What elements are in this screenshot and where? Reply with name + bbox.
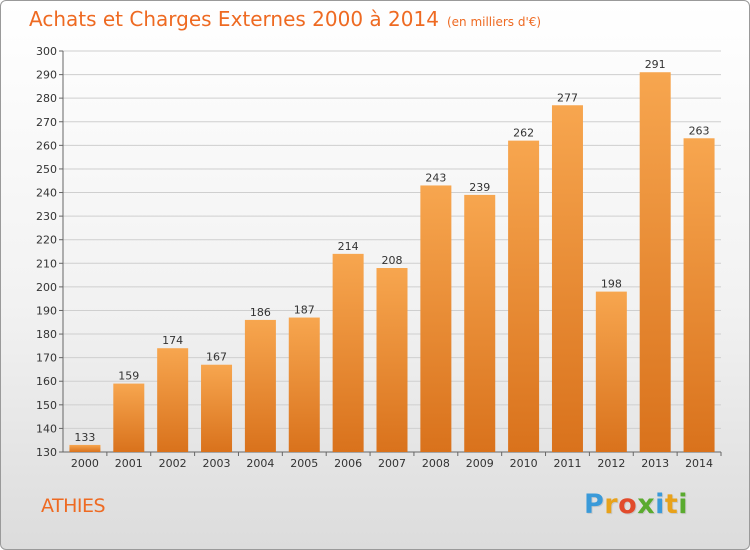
bars [69,72,715,453]
value-label-2002: 174 [162,334,183,347]
x-tick-label-2009: 2009 [466,457,494,470]
x-tick-label-2000: 2000 [71,457,99,470]
x-tick-label-2014: 2014 [685,457,713,470]
x-tick-label-2007: 2007 [378,457,406,470]
bar-2001 [113,383,145,452]
value-label-2005: 187 [294,304,315,317]
place-name: ATHIES [41,495,106,517]
y-tick-label: 190 [36,304,57,317]
y-tick-label: 220 [36,234,57,247]
value-label-2000: 133 [74,431,95,444]
logo-letter: i [655,489,665,520]
y-tick-label: 210 [36,257,57,270]
value-label-2014: 263 [689,124,710,137]
x-axis-ticks: 2000 2001 2002 2003 2004 2005 2006 2007 2008 2009… [71,452,722,470]
value-label-2013: 291 [645,58,666,71]
value-label-2010: 262 [513,127,534,140]
bar-2000 [69,444,101,452]
value-label-2008: 243 [425,171,446,184]
y-tick-label: 130 [36,446,57,459]
x-tick-label-2012: 2012 [597,457,625,470]
logo-letter: x [637,489,656,520]
x-tick-label-2010: 2010 [510,457,538,470]
logo-letter: P [584,489,605,520]
y-tick-label: 170 [36,352,57,365]
bar-2012 [595,291,627,452]
value-label-2003: 167 [206,351,227,364]
x-tick-label-2005: 2005 [290,457,318,470]
bar-2007 [376,268,408,452]
bar-2008 [420,185,452,452]
logo-letter: o [618,489,638,520]
bar-2009 [464,194,496,452]
value-labels: 133 159 174 167 186 187 214 208 243 239 262 277 198 2… [74,58,709,444]
y-tick-label: 270 [36,116,57,129]
bar-2006 [332,253,364,452]
chart-title: Achats et Charges Externes 2000 à 2014 (e… [29,7,541,31]
y-tick-label: 180 [36,328,57,341]
x-tick-label-2008: 2008 [422,457,450,470]
logo-letter: i [678,489,689,520]
bar-2011 [551,105,583,453]
x-tick-label-2011: 2011 [553,457,581,470]
y-tick-label: 240 [36,187,57,200]
bar-2014 [683,138,715,452]
x-tick-label-2001: 2001 [115,457,143,470]
bar-2010 [508,140,540,452]
x-tick-label-2003: 2003 [203,457,231,470]
x-tick-label-2006: 2006 [334,457,362,470]
y-tick-label: 150 [36,399,57,412]
value-label-2004: 186 [250,306,271,319]
y-tick-label: 140 [36,422,57,435]
logo-letter: r [604,489,619,520]
bar-2004 [244,319,276,452]
x-tick-label-2004: 2004 [246,457,274,470]
y-tick-label: 280 [36,92,57,105]
y-tick-label: 300 [36,45,57,58]
chart-title-main: Achats et Charges Externes 2000 à 2014 [29,7,439,31]
value-label-2012: 198 [601,278,622,291]
y-tick-label: 200 [36,281,57,294]
value-label-2006: 214 [338,240,359,253]
value-label-2007: 208 [382,254,403,267]
x-tick-label-2002: 2002 [159,457,187,470]
y-tick-label: 260 [36,139,57,152]
value-label-2009: 239 [469,181,490,194]
x-tick-label-2013: 2013 [641,457,669,470]
value-label-2001: 159 [118,370,139,383]
proxiti-logo: Proxiti [584,489,688,520]
value-label-2011: 277 [557,91,578,104]
y-tick-label: 160 [36,375,57,388]
y-tick-label: 230 [36,210,57,223]
y-tick-label: 250 [36,163,57,176]
bar-2013 [639,72,671,453]
bar-2002 [157,348,189,452]
chart-title-unit: (en milliers d'€) [446,15,542,29]
y-tick-label: 290 [36,69,57,82]
bar-2003 [201,364,233,452]
bar-2005 [288,317,320,452]
logo-letter: t [664,489,679,520]
y-axis-ticks: 130 140 150 160 170 180 190 200 210 220 230 240 250 2… [36,45,63,459]
